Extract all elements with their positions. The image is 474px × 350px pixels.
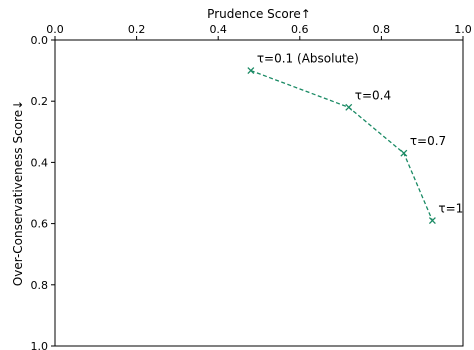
axes: 0.0 0.2 0.4 0.6 0.8 1.0 0.0 0.2 0.4 0.6 0.8 1.0 xyxy=(31,23,472,350)
point-label: τ=0.4 xyxy=(355,88,391,102)
point-label: τ=1 xyxy=(438,202,463,216)
point-label: τ=0.7 xyxy=(410,134,446,148)
point-marker xyxy=(400,149,408,157)
y-axis-title: Over-Conservativeness Score↓ xyxy=(11,100,25,286)
point-marker xyxy=(247,67,255,75)
point-marker xyxy=(428,217,436,224)
data-point xyxy=(247,67,255,75)
plot-frame xyxy=(54,39,464,347)
x-tick-label: 0.2 xyxy=(128,23,146,36)
x-tick-label: 0.4 xyxy=(209,23,227,36)
y-tick-label: 0.8 xyxy=(31,279,49,292)
series-line xyxy=(250,69,433,221)
y-tick-label: 0.2 xyxy=(31,95,49,108)
y-tick-label: 1.0 xyxy=(31,340,49,350)
x-tick-label: 1.0 xyxy=(454,23,472,36)
y-tick-label: 0.4 xyxy=(31,156,49,169)
x-axis-title: Prudence Score↑ xyxy=(207,7,311,21)
x-tick-label: 0.6 xyxy=(291,23,309,36)
data-point xyxy=(428,217,436,224)
x-tick-label: 0.8 xyxy=(373,23,391,36)
point-marker xyxy=(345,103,353,111)
series-layer: τ=0.1 (Absolute) τ=0.4 τ=0.7 τ=1 xyxy=(247,52,463,224)
x-tick-label: 0.0 xyxy=(46,23,64,36)
y-tick-label: 0.6 xyxy=(31,218,49,231)
data-point xyxy=(345,103,353,111)
data-point xyxy=(400,149,408,157)
y-tick-label: 0.0 xyxy=(31,34,49,47)
point-label: τ=0.1 (Absolute) xyxy=(257,52,359,66)
